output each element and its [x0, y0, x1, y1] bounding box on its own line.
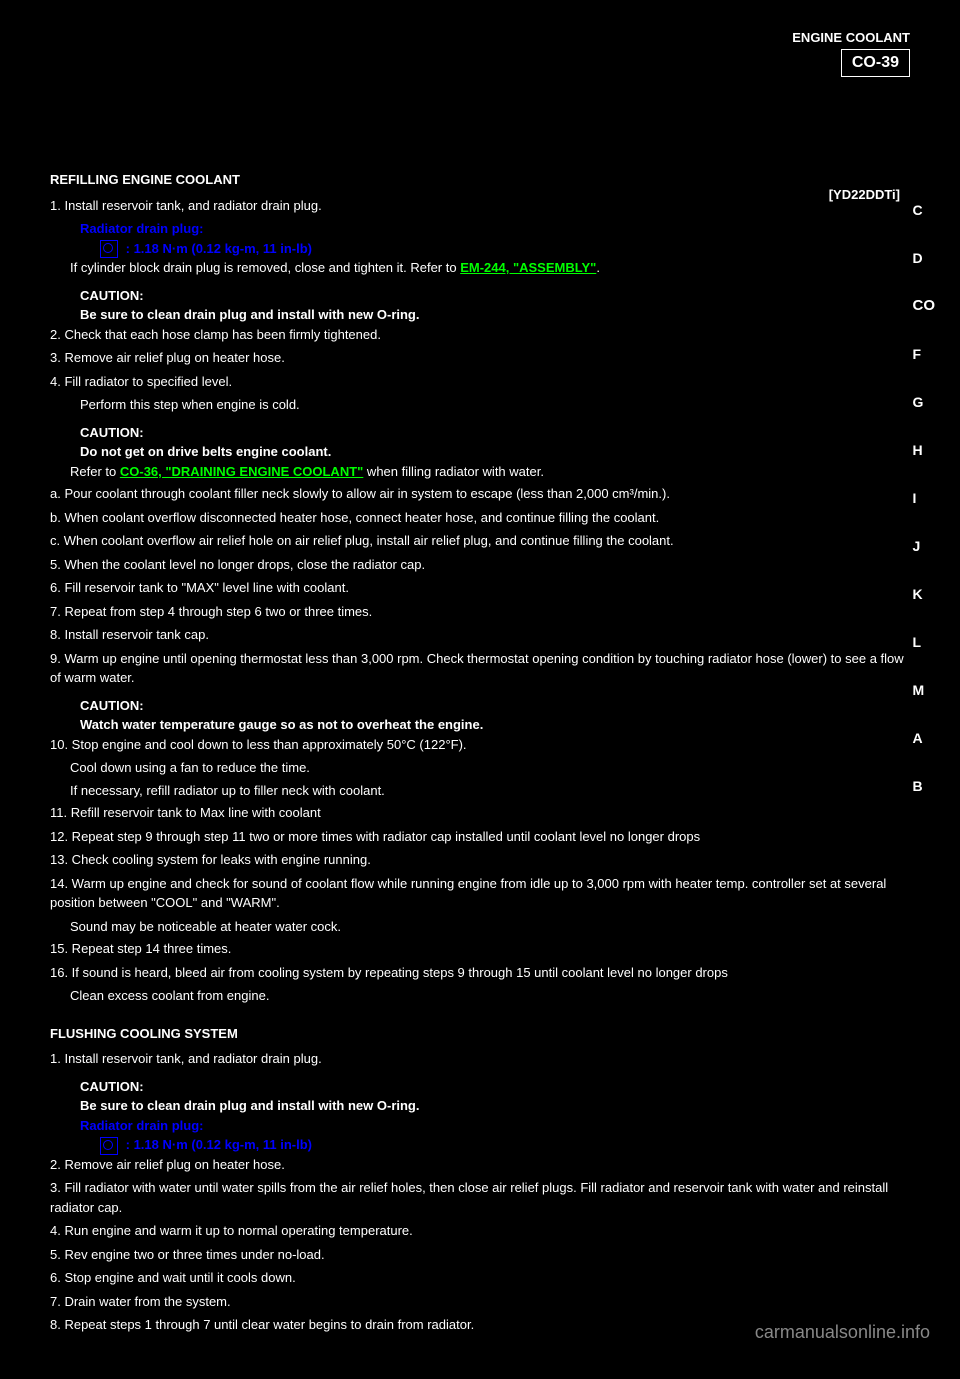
refill-step-13: 13. Check cooling system for leaks with … — [50, 850, 910, 870]
torque-icon — [100, 1137, 118, 1155]
refill-step-1: 1. Install reservoir tank, and radiator … — [50, 196, 910, 216]
caution-heading: CAUTION: — [80, 286, 910, 306]
side-letter: H — [913, 430, 936, 470]
side-letter: C — [913, 190, 936, 230]
watermark: carmanualsonline.info — [755, 1322, 930, 1343]
caution2-heading: CAUTION: — [80, 696, 910, 716]
refill-step-11: 11. Refill reservoir tank to Max line wi… — [50, 803, 910, 823]
step4-caution-text: Do not get on drive belts engine coolant… — [80, 442, 910, 462]
caution2-text: Watch water temperature gauge so as not … — [80, 715, 910, 735]
refill-step-14: 14. Warm up engine and check for sound o… — [50, 874, 910, 913]
flush-step-1: 1. Install reservoir tank, and radiator … — [50, 1049, 910, 1069]
substep-a: a. Pour coolant through coolant filler n… — [50, 484, 910, 504]
header-title: ENGINE COOLANT — [792, 30, 910, 45]
substep-c: c. When coolant overflow air relief hole… — [50, 531, 910, 551]
flush-step-4: 4. Run engine and warm it up to normal o… — [50, 1221, 910, 1241]
torque-label: Radiator drain plug: — [80, 219, 910, 239]
flush-torque-label: Radiator drain plug: — [80, 1116, 910, 1136]
cooldown-bullet2: If necessary, refill radiator up to fill… — [70, 781, 910, 801]
vehicle-model: [YD22DDTi] — [829, 185, 900, 205]
refill-step-16: 16. If sound is heard, bleed air from co… — [50, 963, 910, 983]
flush-torque-value: : 1.18 N·m (0.12 kg-m, 11 in-lb) — [126, 1137, 312, 1152]
flush-caution-heading: CAUTION: — [80, 1077, 910, 1097]
refill-step-4: 4. Fill radiator to specified level. — [50, 372, 910, 392]
refill-step-2: 2. Check that each hose clamp has been f… — [50, 325, 910, 345]
refill-step-10: 10. Stop engine and cool down to less th… — [50, 735, 910, 755]
side-navigation: C D CO F G H I J K L M A B — [913, 190, 936, 814]
refill-step-5: 5. When the coolant level no longer drop… — [50, 555, 910, 575]
side-letter: M — [913, 670, 936, 710]
bullet-text: If cylinder block drain plug is removed,… — [70, 260, 460, 275]
refill-step-12: 12. Repeat step 9 through step 11 two or… — [50, 827, 910, 847]
flush-step-2: 2. Remove air relief plug on heater hose… — [50, 1155, 910, 1175]
draining-link[interactable]: CO-36, "DRAINING ENGINE COOLANT" — [120, 464, 363, 479]
refill-step-15: 15. Repeat step 14 three times. — [50, 939, 910, 959]
flush-step-5: 5. Rev engine two or three times under n… — [50, 1245, 910, 1265]
side-letter: G — [913, 382, 936, 422]
side-letter: F — [913, 334, 936, 374]
step16-bullet: Clean excess coolant from engine. — [70, 986, 910, 1006]
side-letter-highlight: CO — [913, 286, 936, 326]
flush-step-6: 6. Stop engine and wait until it cools d… — [50, 1268, 910, 1288]
bullet-suffix: . — [596, 260, 600, 275]
flush-heading: FLUSHING COOLING SYSTEM — [50, 1024, 910, 1044]
flush-caution-text: Be sure to clean drain plug and install … — [80, 1096, 910, 1116]
refill-step-7: 7. Repeat from step 4 through step 6 two… — [50, 602, 910, 622]
page-number: CO-39 — [841, 49, 910, 77]
cooldown-bullet1: Cool down using a fan to reduce the time… — [70, 758, 910, 778]
refill-heading: REFILLING ENGINE COOLANT — [50, 170, 910, 190]
step4-suffix: when filling radiator with water. — [363, 464, 544, 479]
side-letter: L — [913, 622, 936, 662]
refill-step-8: 8. Install reservoir tank cap. — [50, 625, 910, 645]
step4-note: Perform this step when engine is cold. — [80, 395, 910, 415]
refill-step-6: 6. Fill reservoir tank to "MAX" level li… — [50, 578, 910, 598]
sound-bullet: Sound may be noticeable at heater water … — [70, 917, 910, 937]
step4-caution-heading: CAUTION: — [80, 423, 910, 443]
torque-icon — [100, 240, 118, 258]
caution-text: Be sure to clean drain plug and install … — [80, 305, 910, 325]
step4-bullet: Refer to — [70, 464, 120, 479]
side-letter: J — [913, 526, 936, 566]
assembly-link[interactable]: EM-244, "ASSEMBLY" — [460, 260, 596, 275]
side-letter: A — [913, 718, 936, 758]
side-letter: B — [913, 766, 936, 806]
side-letter: K — [913, 574, 936, 614]
substep-b: b. When coolant overflow disconnected he… — [50, 508, 910, 528]
refill-step-9: 9. Warm up engine until opening thermost… — [50, 649, 910, 688]
side-letter: I — [913, 478, 936, 518]
side-letter: D — [913, 238, 936, 278]
refill-step-3: 3. Remove air relief plug on heater hose… — [50, 348, 910, 368]
flush-step-7: 7. Drain water from the system. — [50, 1292, 910, 1312]
torque-value: : 1.18 N·m (0.12 kg-m, 11 in-lb) — [126, 241, 312, 256]
flush-step-3: 3. Fill radiator with water until water … — [50, 1178, 910, 1217]
